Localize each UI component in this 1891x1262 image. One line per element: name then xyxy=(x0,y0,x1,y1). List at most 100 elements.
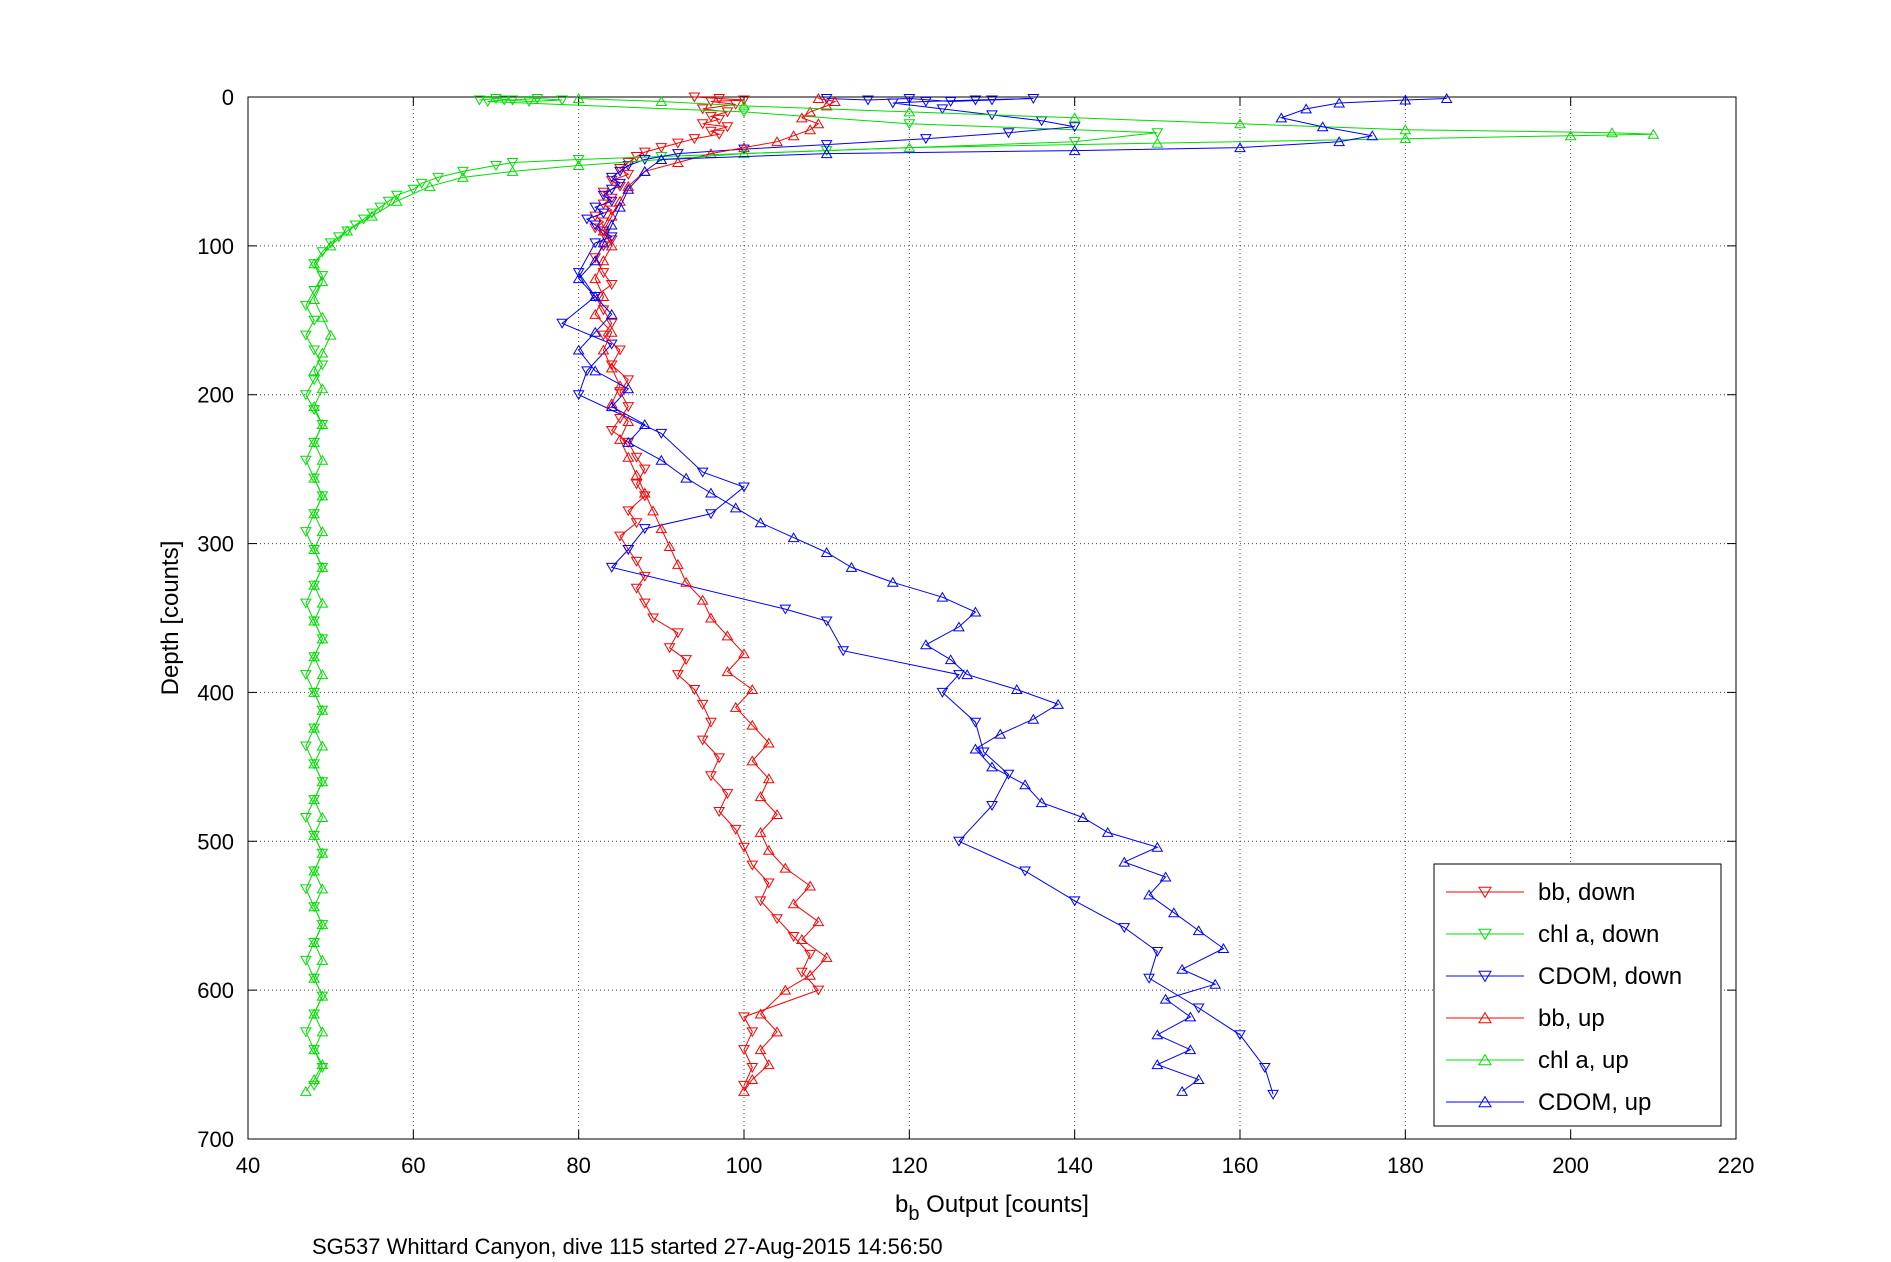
x-tick-label: 200 xyxy=(1552,1153,1589,1178)
data-point xyxy=(382,196,395,207)
data-point xyxy=(1300,103,1313,114)
y-tick-label: 100 xyxy=(197,234,234,259)
data-point xyxy=(738,144,750,155)
data-point xyxy=(1143,973,1155,984)
data-point xyxy=(366,210,378,221)
data-point xyxy=(333,232,345,243)
data-point xyxy=(481,96,494,107)
data-point xyxy=(638,464,651,475)
data-point xyxy=(663,541,676,552)
data-point xyxy=(506,165,519,176)
data-point xyxy=(614,433,626,444)
data-point xyxy=(605,232,618,243)
data-point xyxy=(696,467,709,478)
data-point xyxy=(721,630,734,641)
data-point xyxy=(572,390,585,401)
data-point xyxy=(1176,963,1189,974)
data-point xyxy=(688,134,701,145)
data-point xyxy=(1258,1063,1271,1074)
data-point xyxy=(316,740,329,751)
data-point xyxy=(655,143,668,154)
data-point xyxy=(597,344,610,355)
data-point xyxy=(316,776,329,787)
data-point xyxy=(754,896,767,907)
data-point xyxy=(696,594,709,605)
data-point xyxy=(820,148,833,159)
data-point xyxy=(986,801,998,812)
data-point xyxy=(1027,93,1040,104)
data-point xyxy=(820,100,833,111)
data-point xyxy=(969,95,982,106)
data-point xyxy=(969,717,982,728)
data-point xyxy=(605,326,618,337)
legend-box xyxy=(1433,863,1722,1127)
data-point xyxy=(1118,856,1131,867)
data-point xyxy=(614,163,626,174)
series-line xyxy=(578,98,1447,1092)
data-point xyxy=(622,506,635,517)
data-point xyxy=(1068,137,1081,148)
data-point xyxy=(862,95,874,106)
data-point xyxy=(663,643,676,654)
plot-frame xyxy=(247,96,1737,1140)
data-point xyxy=(804,880,817,891)
data-point xyxy=(299,598,312,609)
data-point xyxy=(977,747,990,758)
data-point xyxy=(812,985,825,996)
data-point xyxy=(498,95,511,106)
data-point xyxy=(721,122,734,133)
data-point xyxy=(308,972,321,983)
data-point xyxy=(473,95,486,106)
data-point xyxy=(1151,137,1164,148)
series-line xyxy=(305,97,1158,1086)
data-point xyxy=(713,753,726,764)
data-point xyxy=(605,175,618,186)
data-point xyxy=(779,984,792,995)
data-point xyxy=(589,326,602,337)
data-point xyxy=(299,330,312,341)
data-point xyxy=(820,547,833,558)
data-point xyxy=(738,142,750,153)
data-point xyxy=(605,235,618,246)
data-point xyxy=(316,1063,329,1074)
data-point xyxy=(754,517,767,528)
data-point xyxy=(589,255,602,266)
data-point xyxy=(738,107,750,118)
y-tick-label: 200 xyxy=(197,383,234,408)
data-point xyxy=(746,1027,759,1038)
data-point xyxy=(299,455,312,466)
data-point xyxy=(994,728,1007,739)
data-point xyxy=(688,684,701,695)
data-point xyxy=(1192,925,1205,936)
data-point xyxy=(1478,970,1492,983)
data-point xyxy=(316,847,329,858)
data-point xyxy=(1143,889,1155,900)
data-point xyxy=(605,240,618,251)
series-4 xyxy=(299,93,1660,1096)
data-point xyxy=(738,842,750,853)
data-point xyxy=(762,844,775,855)
data-point xyxy=(622,402,635,413)
data-point xyxy=(903,93,916,104)
data-point xyxy=(432,172,445,183)
data-point xyxy=(738,1045,750,1056)
data-point xyxy=(506,95,519,106)
data-point xyxy=(812,93,825,103)
data-point xyxy=(614,345,626,356)
data-point xyxy=(729,502,742,513)
data-point xyxy=(581,214,593,225)
data-point xyxy=(696,104,709,115)
data-point xyxy=(1478,928,1492,941)
data-point xyxy=(589,290,602,301)
data-point xyxy=(1184,1044,1197,1055)
data-point xyxy=(746,860,759,871)
data-point xyxy=(680,576,693,587)
data-point xyxy=(341,225,354,236)
x-tick-label: 180 xyxy=(1387,1153,1424,1178)
series-0 xyxy=(589,92,825,1091)
data-point xyxy=(299,741,312,752)
y-tick-label: 0 xyxy=(222,85,234,110)
data-point xyxy=(581,366,593,377)
data-point xyxy=(820,616,833,627)
